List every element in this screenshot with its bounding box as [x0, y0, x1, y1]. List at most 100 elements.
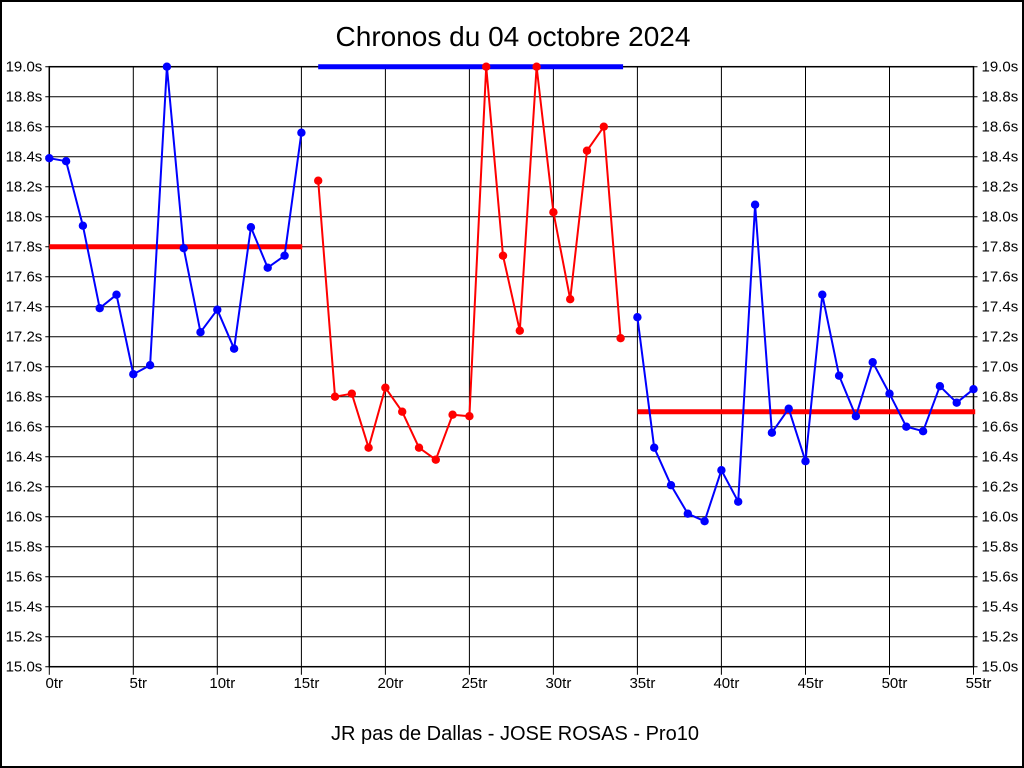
x-tick-label: 0tr [46, 675, 64, 692]
y-tick-label-right: 17.2s [982, 329, 1019, 346]
y-tick-label-right: 15.4s [982, 599, 1019, 616]
y-tick-label-left: 18.4s [6, 149, 43, 166]
plot-area: 19.0s 19.0s 18.8s 18.8s 18.6s 18.6s 18.4s 18.4s… [6, 59, 1019, 692]
data-point-laps-red-heat-2 [364, 443, 373, 452]
data-point-laps-red-heat-2 [482, 62, 491, 71]
x-tick-label: 10tr [209, 675, 235, 692]
data-point-laps-blue-heat-1 [45, 154, 54, 163]
data-point-laps-blue-heat-1 [162, 62, 172, 71]
data-point-laps-blue-heat-1 [213, 305, 222, 314]
y-tick-label-left: 15.6s [6, 569, 43, 586]
y-tick-label-left: 18.6s [6, 119, 43, 136]
y-tick-label-right: 17.6s [982, 269, 1019, 286]
data-point-laps-blue-heat-3 [700, 517, 709, 526]
y-tick-label-right: 17.4s [982, 299, 1019, 316]
y-tick-label-left: 16.0s [6, 509, 43, 526]
y-tick-label-right: 17.8s [982, 239, 1019, 256]
data-point-laps-red-heat-2 [414, 443, 424, 452]
y-tick-label-left: 18.2s [6, 179, 43, 196]
y-tick-label-left: 17.4s [6, 299, 43, 316]
data-point-laps-blue-heat-3 [801, 457, 810, 466]
data-point-laps-blue-heat-3 [868, 358, 877, 367]
y-tick-label-left: 16.4s [6, 449, 43, 466]
data-point-laps-blue-heat-1 [145, 361, 155, 370]
y-tick-label-left: 16.6s [6, 419, 43, 436]
y-tick-label-right: 19.0s [982, 59, 1019, 76]
data-point-laps-blue-heat-1 [297, 128, 306, 137]
data-point-laps-red-heat-2 [549, 208, 558, 217]
x-tick-label: 50tr [882, 675, 908, 692]
y-tick-label-left: 16.2s [6, 479, 43, 496]
y-tick-label-right: 16.6s [982, 419, 1019, 436]
data-point-laps-red-heat-2 [616, 334, 625, 343]
data-point-laps-blue-heat-1 [95, 304, 104, 313]
y-tick-label-left: 17.8s [6, 239, 43, 256]
data-point-laps-red-heat-2 [465, 412, 474, 421]
data-point-laps-red-heat-2 [398, 407, 407, 416]
y-tick-label-left: 18.0s [6, 209, 43, 226]
y-tick-label-right: 16.8s [982, 389, 1019, 406]
y-tick-label-right: 16.2s [982, 479, 1019, 496]
data-point-laps-blue-heat-3 [969, 385, 978, 394]
data-point-laps-blue-heat-3 [885, 389, 894, 398]
x-tick-label: 45tr [798, 675, 824, 692]
data-point-laps-blue-heat-3 [734, 497, 743, 506]
data-point-laps-blue-heat-3 [918, 427, 928, 436]
y-tick-label-right: 18.6s [982, 119, 1019, 136]
data-point-laps-blue-heat-3 [650, 443, 659, 452]
y-tick-label-right: 17.0s [982, 359, 1019, 376]
data-point-laps-red-heat-2 [314, 176, 323, 185]
y-tick-label-right: 18.8s [982, 89, 1019, 106]
data-point-laps-blue-heat-3 [902, 422, 911, 431]
y-tick-label-left: 19.0s [6, 59, 43, 76]
data-point-laps-red-heat-2 [330, 392, 340, 401]
data-point-laps-blue-heat-3 [683, 509, 692, 518]
x-tick-label: 40tr [713, 675, 739, 692]
y-tick-label-left: 17.0s [6, 359, 43, 376]
data-point-laps-blue-heat-3 [633, 313, 642, 322]
data-point-laps-red-heat-2 [582, 146, 592, 155]
data-point-laps-blue-heat-1 [61, 157, 71, 166]
data-point-laps-red-heat-2 [347, 389, 356, 398]
data-point-laps-blue-heat-1 [112, 290, 121, 299]
y-tick-label-left: 15.8s [6, 539, 43, 556]
data-point-laps-red-heat-2 [498, 251, 508, 260]
y-tick-label-left: 17.6s [6, 269, 43, 286]
data-point-laps-red-heat-2 [532, 62, 541, 71]
data-point-laps-blue-heat-3 [952, 398, 961, 407]
y-tick-label-left: 16.8s [6, 389, 43, 406]
y-tick-label-right: 16.4s [982, 449, 1019, 466]
y-tick-label-right: 18.0s [982, 209, 1019, 226]
data-point-laps-blue-heat-1 [280, 251, 289, 260]
chart-title: Chronos du 04 octobre 2024 [336, 21, 691, 52]
data-point-laps-blue-heat-3 [935, 382, 945, 391]
y-tick-label-right: 16.0s [982, 509, 1019, 526]
data-point-laps-blue-heat-3 [818, 290, 827, 299]
data-point-laps-red-heat-2 [448, 410, 457, 419]
data-point-laps-blue-heat-3 [666, 481, 676, 490]
chart-footer: JR pas de Dallas - JOSE ROSAS - Pro10 [331, 723, 699, 745]
y-tick-label-right: 15.0s [982, 659, 1019, 676]
y-tick-label-right: 15.2s [982, 629, 1019, 646]
data-point-laps-blue-heat-3 [750, 200, 760, 209]
x-tick-label: 35tr [629, 675, 655, 692]
x-tick-label: 30tr [545, 675, 571, 692]
x-tick-label: 20tr [377, 675, 403, 692]
x-tick-label: 25tr [461, 675, 487, 692]
x-tick-label: 15tr [293, 675, 319, 692]
data-point-laps-blue-heat-3 [717, 466, 726, 475]
x-tick-label: 5tr [130, 675, 148, 692]
data-point-laps-blue-heat-3 [834, 371, 844, 380]
data-point-laps-blue-heat-1 [229, 344, 239, 353]
y-tick-label-right: 15.8s [982, 539, 1019, 556]
x-tick-label: 55tr [966, 675, 992, 692]
y-tick-label-right: 18.4s [982, 149, 1019, 166]
data-point-laps-red-heat-2 [515, 326, 524, 335]
series-line-laps-blue-heat-1 [49, 65, 303, 376]
y-tick-label-left: 15.2s [6, 629, 43, 646]
y-tick-label-left: 18.8s [6, 89, 43, 106]
data-point-laps-blue-heat-1 [196, 328, 205, 337]
data-point-laps-blue-heat-1 [78, 221, 88, 230]
